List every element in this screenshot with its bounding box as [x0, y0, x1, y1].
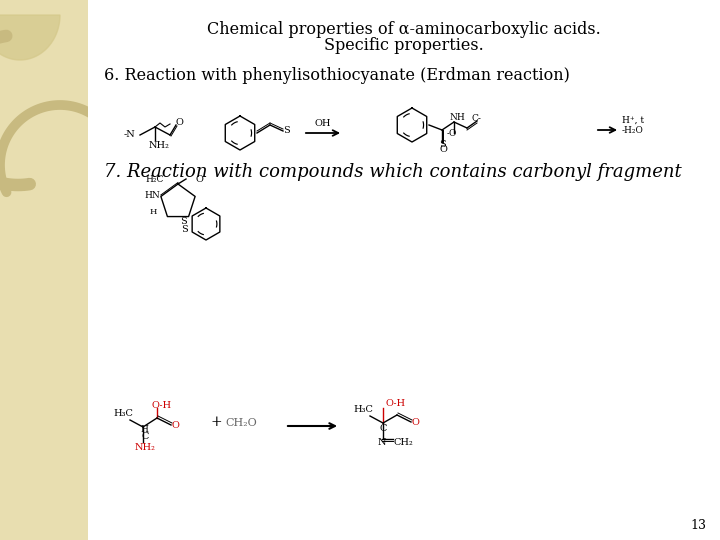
Text: S: S [180, 217, 186, 226]
Text: Specific properties.: Specific properties. [324, 37, 484, 53]
Text: H₂C: H₂C [145, 175, 163, 184]
Text: NH₂: NH₂ [135, 443, 156, 452]
Text: CH₂: CH₂ [393, 438, 413, 447]
Text: O: O [171, 421, 179, 430]
Text: NH: NH [450, 113, 466, 122]
Text: -N: -N [124, 130, 136, 139]
Text: HN: HN [144, 191, 160, 200]
Text: 6. Reaction with phenylisothiocyanate (Erdman reaction): 6. Reaction with phenylisothiocyanate (E… [104, 66, 570, 84]
Text: -H₂O: -H₂O [622, 126, 644, 135]
Text: Chemical properties of α-aminocarboxylic acids.: Chemical properties of α-aminocarboxylic… [207, 22, 601, 38]
Bar [88, 0, 720, 540]
Text: C-: C- [472, 114, 482, 123]
Text: CH₂O: CH₂O [225, 418, 257, 428]
Text: +: + [210, 415, 222, 429]
Text: H₃C: H₃C [113, 409, 133, 418]
Text: OH: OH [315, 119, 331, 128]
Text: C: C [380, 424, 387, 433]
Text: N: N [378, 438, 387, 447]
Text: O: O [175, 118, 183, 127]
Polygon shape [0, 15, 60, 60]
Text: O-H: O-H [385, 399, 405, 408]
Text: -O: -O [447, 129, 457, 138]
Text: S: S [283, 126, 289, 135]
Text: 13: 13 [690, 519, 706, 532]
Text: H: H [150, 208, 158, 216]
Text: S: S [181, 225, 188, 234]
Text: C: C [141, 432, 148, 441]
Text: 7. Reaction with compounds which contains carbonyl fragment: 7. Reaction with compounds which contain… [104, 163, 682, 181]
Text: NH₂: NH₂ [149, 141, 170, 150]
Text: S: S [439, 140, 446, 149]
Text: H: H [140, 425, 148, 434]
Text: H₃C: H₃C [353, 405, 373, 414]
Text: O: O [411, 418, 419, 427]
Text: O: O [440, 145, 448, 154]
Bar [0, 0, 88, 540]
Text: O: O [196, 175, 204, 184]
Text: O-H: O-H [151, 401, 171, 410]
Text: H⁺, t: H⁺, t [622, 116, 644, 125]
